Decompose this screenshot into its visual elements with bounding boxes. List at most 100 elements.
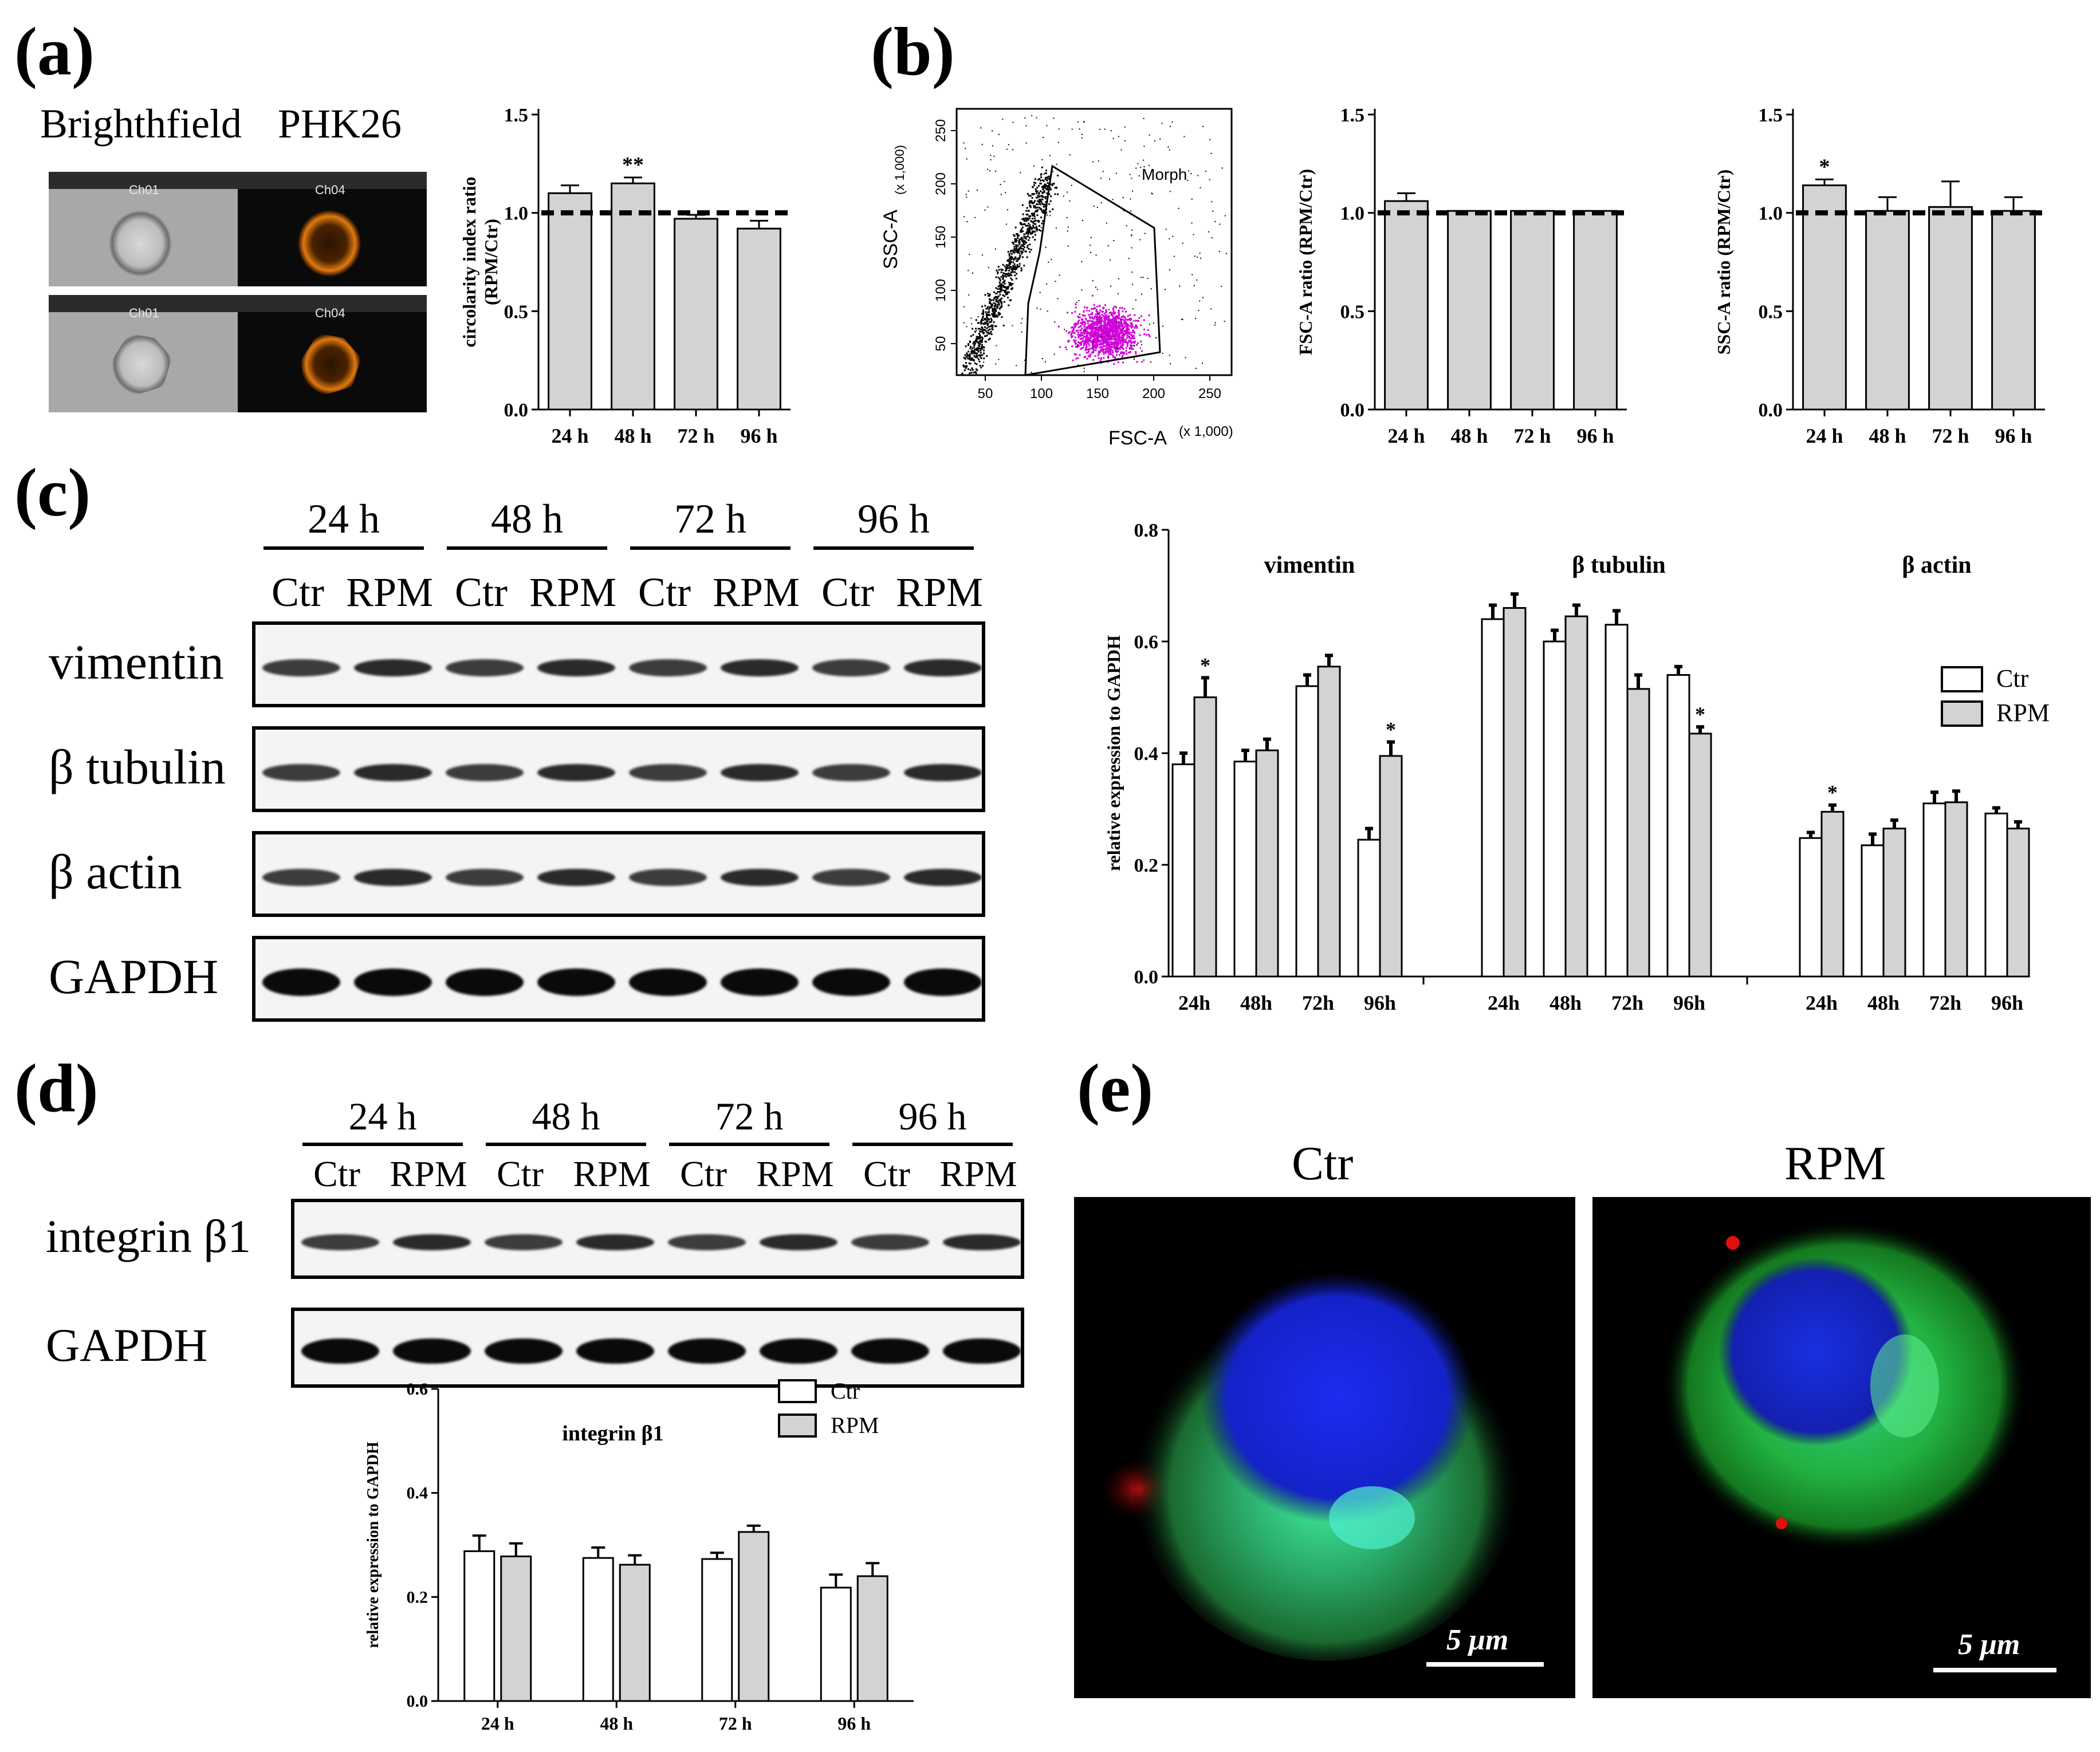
gated-event-dot — [1103, 340, 1105, 342]
gated-event-dot — [1099, 328, 1101, 330]
x-tick-label: 96h — [1991, 991, 2023, 1014]
gated-event-dot — [1074, 336, 1076, 338]
y-axis-title-text: relative expression to GAPDH — [1103, 635, 1124, 871]
event-dot — [1035, 196, 1037, 199]
event-dot — [1003, 301, 1005, 303]
event-dot — [979, 336, 981, 338]
event-dot — [1004, 265, 1006, 267]
gated-event-dot — [1108, 333, 1111, 335]
gated-event-dot — [1113, 347, 1115, 349]
event-dot — [1021, 223, 1023, 225]
event-dot — [1027, 230, 1029, 232]
event-dot — [1126, 225, 1127, 227]
event-dot — [1059, 274, 1060, 276]
event-dot — [1047, 188, 1049, 191]
event-dot — [1132, 284, 1134, 285]
x-tick-label: 72h — [1929, 991, 1961, 1014]
blot-band — [354, 659, 432, 676]
event-dot — [978, 358, 980, 360]
gated-event-dot — [1106, 314, 1108, 316]
event-dot — [1120, 319, 1122, 321]
gated-event-dot — [1078, 319, 1080, 321]
event-dot — [1043, 186, 1045, 188]
gated-event-dot — [1122, 310, 1124, 313]
gated-event-dot — [1096, 338, 1099, 341]
gated-event-dot — [1098, 316, 1100, 318]
event-dot — [1040, 174, 1042, 176]
event-dot — [1047, 310, 1048, 312]
event-dot — [1012, 250, 1013, 252]
event-dot — [1039, 182, 1041, 184]
event-dot — [1017, 251, 1019, 254]
y-tick-label: 0.4 — [1134, 743, 1159, 765]
scatter-ylabel: SSC-A — [880, 210, 902, 269]
if-image-rpm — [1592, 1197, 2091, 1698]
gated-event-dot — [1091, 336, 1094, 338]
gated-event-dot — [1108, 334, 1111, 336]
event-dot — [968, 356, 970, 358]
event-dot — [984, 318, 986, 321]
event-dot — [1043, 206, 1045, 208]
event-dot — [1041, 222, 1043, 225]
bar-rpm — [1317, 666, 1341, 978]
event-dot — [1010, 271, 1012, 274]
x-tick-label: 72 h — [719, 1713, 752, 1734]
event-dot — [965, 148, 966, 149]
event-dot — [1023, 217, 1025, 219]
gated-event-dot — [1091, 313, 1093, 316]
gated-event-dot — [1106, 321, 1108, 324]
gated-event-dot — [1112, 323, 1114, 325]
x-tick-label: 24 h — [481, 1713, 514, 1734]
gated-event-dot — [1092, 318, 1095, 320]
event-dot — [1007, 288, 1009, 290]
event-dot — [1112, 199, 1114, 200]
event-dot — [1139, 239, 1141, 241]
gated-event-dot — [1087, 340, 1090, 342]
bar-ctr — [1922, 802, 1946, 978]
event-dot — [1029, 200, 1031, 202]
event-dot — [1025, 220, 1028, 222]
event-dot — [968, 344, 970, 347]
bar-rpm — [2006, 828, 2030, 978]
gated-event-dot — [1128, 352, 1130, 354]
gated-event-dot — [1094, 317, 1096, 319]
gated-event-dot — [1079, 316, 1081, 318]
gated-event-dot — [1109, 352, 1111, 355]
gated-event-dot — [1077, 341, 1079, 343]
gated-event-dot — [1073, 339, 1075, 341]
gated-event-dot — [1128, 317, 1131, 320]
event-dot — [976, 338, 978, 341]
scatter-y-tick-label: 250 — [933, 119, 949, 142]
bar-ctr — [1295, 685, 1319, 978]
gated-event-dot — [1099, 346, 1102, 348]
y-axis-title: SSC-A ratio (RPM/Ctr) — [1713, 170, 1734, 355]
event-dot — [975, 372, 977, 375]
gated-event-dot — [1114, 347, 1116, 349]
gated-event-dot — [1110, 330, 1112, 333]
event-dot — [1029, 224, 1031, 226]
event-dot — [1004, 282, 1006, 285]
gated-event-dot — [1132, 330, 1135, 332]
event-dot — [1208, 231, 1209, 233]
event-dot — [1028, 228, 1031, 230]
gated-event-dot — [1106, 348, 1108, 350]
event-dot — [1028, 194, 1030, 196]
gated-event-dot — [1080, 332, 1082, 334]
gated-event-dot — [1113, 336, 1115, 338]
gated-event-dot — [1100, 334, 1103, 337]
event-dot — [1132, 308, 1134, 310]
gated-event-dot — [1125, 325, 1127, 327]
event-dot — [1115, 172, 1117, 174]
scatter-x-tick-label: 250 — [1198, 386, 1221, 401]
event-dot — [1031, 213, 1033, 215]
gated-event-dot — [1148, 314, 1150, 317]
event-dot — [992, 313, 994, 316]
panel-label-b: (b) — [871, 13, 955, 89]
x-tick-label: 72h — [1611, 991, 1643, 1014]
event-dot — [963, 322, 965, 324]
blot-condition-label: Ctr — [454, 569, 508, 615]
event-dot — [1041, 179, 1044, 182]
scatter-x-tick-label: 150 — [1086, 386, 1109, 401]
bar-ctr — [463, 1550, 495, 1702]
gated-event-dot — [1098, 332, 1100, 334]
